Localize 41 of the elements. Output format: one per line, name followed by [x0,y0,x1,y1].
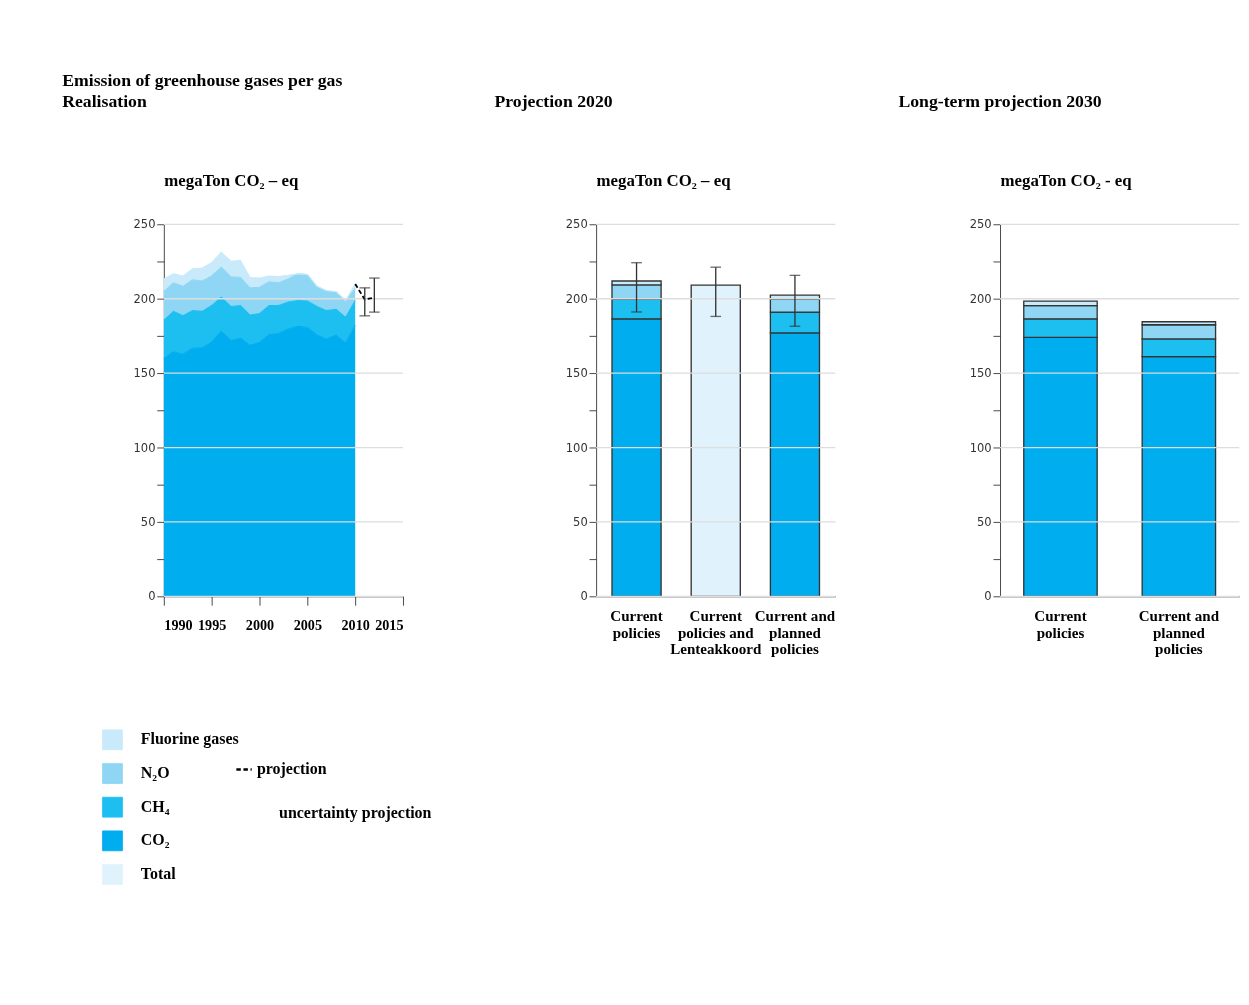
x-tick-label: Current and planned policies [1138,607,1220,658]
y-tick-label: 150 [133,366,156,381]
x-tick-label: 2010 [341,616,370,633]
y-tick-label: 50 [977,514,992,529]
x-tick-label: 2000 [245,616,275,633]
legend-label: N₂O [140,763,170,781]
y-tick-label: 0 [148,589,156,604]
legend-label: CH₄ [140,797,170,815]
y-axis-title: megaTon CO₂ – eq [164,170,299,190]
legend-label: Fluorine gases [140,730,239,749]
chart-title: Emission of greenhouse gases per gas [62,70,343,91]
y-tick-label: 250 [969,217,992,232]
y-axis-title: megaTon CO₂ – eq [596,170,732,190]
x-tick-label: Current policies [1034,607,1087,641]
y-tick-label: 250 [133,217,156,232]
y-tick-label: 250 [565,217,588,232]
y-tick-label: 100 [969,440,992,455]
chart-title: Projection 2020 [494,90,613,111]
x-tick-label: 1990 [164,616,193,633]
y-tick-label: 150 [969,366,992,381]
y-tick-label: 0 [580,589,588,604]
y-tick-label: 50 [140,514,156,529]
y-axis-title: megaTon CO₂ - eq [1000,170,1133,190]
y-tick-label: 200 [133,291,156,306]
y-tick-label: 100 [565,440,588,455]
y-tick-label: 0 [984,589,992,604]
legend-label: projection [256,759,327,778]
y-tick-label: 150 [565,366,588,381]
legend-label: CO₂ [140,831,170,849]
y-tick-label: 200 [565,291,588,306]
x-tick-label: Current policies [610,607,663,641]
y-tick-label: 200 [969,291,992,306]
x-tick-label: 2005 [293,616,322,633]
chart-title: Long-term projection 2030 [898,90,1102,111]
chart-subtitle: Realisation [62,90,147,111]
y-tick-label: 100 [133,440,156,455]
x-tick-label: 2015 [375,616,404,633]
y-tick-label: 50 [573,514,588,529]
text: uncertainty projection [279,803,432,822]
legend-label: Total [140,864,177,882]
x-tick-label: 1995 [198,616,227,633]
